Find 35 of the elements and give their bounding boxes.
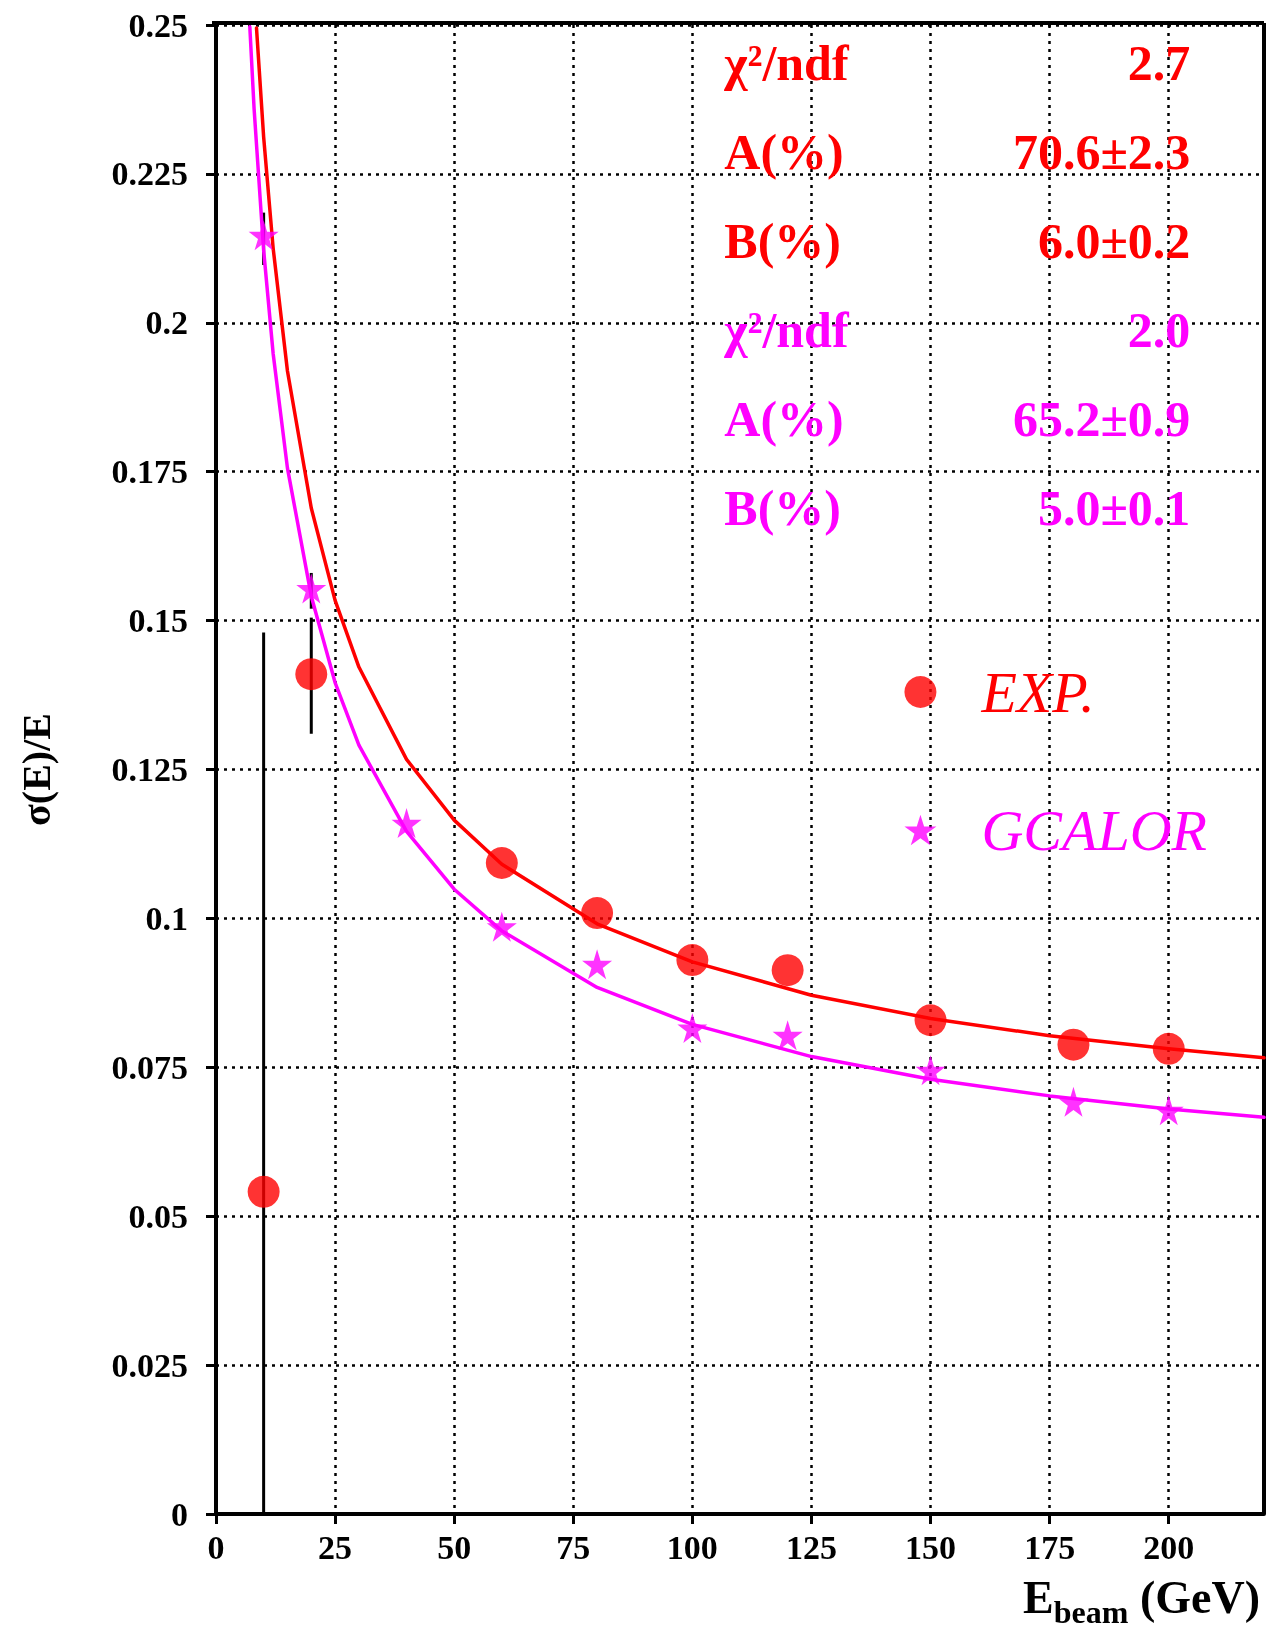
annotation: B(%) [724,213,841,269]
y-tick-label: 0.2 [145,304,188,342]
annotation: 5.0±0.1 [1037,480,1191,536]
legend-label: GCALOR [981,797,1208,863]
y-tick-label: 0 [171,1495,188,1533]
y-tick-label: 0.05 [128,1197,188,1235]
x-tick-label: 200 [1143,1528,1195,1566]
y-tick-label: 0.175 [111,453,188,491]
annotation: A(%) [724,391,844,447]
annotation: 65.2±0.9 [1012,391,1191,447]
annotation: 6.0±0.2 [1037,213,1191,269]
x-tick-label: 0 [207,1528,225,1566]
x-tick-label: 150 [905,1528,957,1566]
y-tick-label: 0.25 [128,6,188,44]
y-axis-title: σ(E)/E [13,713,59,826]
y-tick-label: 0.125 [111,751,188,788]
x-tick-label: 125 [785,1528,837,1566]
x-tick-label: 75 [556,1528,591,1566]
y-tick-label: 0.15 [128,602,188,640]
annotation: B(%) [724,480,841,536]
annotation: A(%) [724,124,844,180]
x-tick-label: 50 [437,1528,472,1566]
y-tick-label: 0.225 [111,155,188,193]
annotation: 70.6±2.3 [1012,124,1191,180]
x-tick-label: 175 [1024,1528,1076,1566]
y-tick-label: 0.1 [145,899,188,937]
annotation: χ²/ndf [723,35,850,91]
y-tick-label: 0.075 [111,1048,188,1086]
annotation: 2.0 [1127,302,1191,358]
legend-label: EXP. [980,659,1095,725]
annotation: χ²/ndf [723,302,850,358]
y-tick-label: 0.025 [111,1346,188,1384]
x-tick-label: 100 [666,1528,718,1566]
annotation: 2.7 [1127,35,1191,91]
x-tick-label: 25 [318,1528,353,1566]
